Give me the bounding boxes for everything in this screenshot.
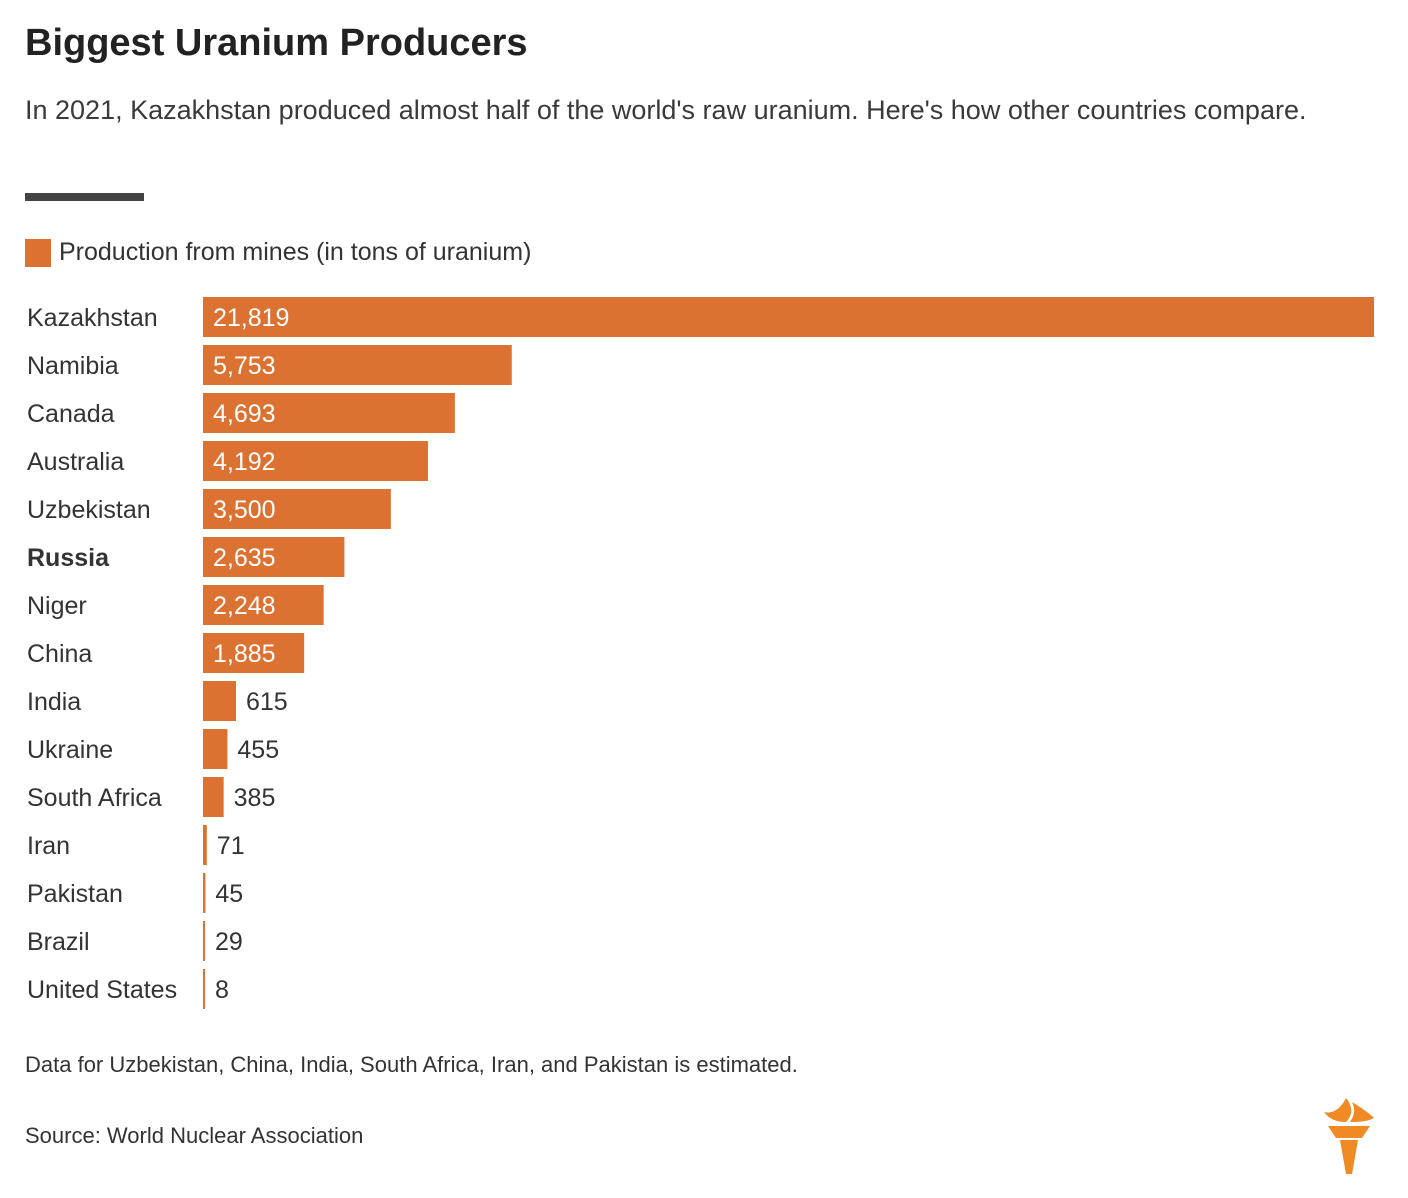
- legend-swatch: [25, 238, 51, 267]
- value-label-united-states: 8: [215, 976, 229, 1004]
- value-label-canada: 4,693: [213, 400, 276, 428]
- bar-china: [203, 633, 305, 673]
- value-label-kazakhstan: 21,819: [213, 304, 289, 332]
- category-label-namibia: Namibia: [27, 352, 119, 380]
- chart-title: Biggest Uranium Producers: [25, 22, 528, 64]
- bar-uzbekistan: [203, 489, 391, 529]
- category-label-india: India: [27, 688, 81, 716]
- bar-ukraine: [203, 729, 228, 769]
- value-label-ukraine: 455: [237, 736, 279, 764]
- bar-brazil: [203, 921, 205, 961]
- chart-source: Source: World Nuclear Association: [25, 1123, 364, 1148]
- value-label-india: 615: [246, 688, 288, 716]
- value-label-brazil: 29: [215, 928, 243, 956]
- bar-pakistan: [203, 873, 206, 913]
- value-label-russia: 2,635: [213, 544, 276, 572]
- bar-namibia: [203, 345, 512, 385]
- chart-legend: Production from mines (in tons of uraniu…: [25, 238, 531, 267]
- chart-subtitle: In 2021, Kazakhstan produced almost half…: [25, 95, 1307, 125]
- value-label-iran: 71: [217, 832, 245, 860]
- bar-canada: [203, 393, 455, 433]
- category-label-united-states: United States: [27, 976, 177, 1004]
- category-label-australia: Australia: [27, 448, 124, 476]
- title-divider: [25, 193, 144, 201]
- bar-iran: [203, 825, 207, 865]
- value-label-south-africa: 385: [234, 784, 276, 812]
- category-label-kazakhstan: Kazakhstan: [27, 304, 158, 332]
- category-label-canada: Canada: [27, 400, 115, 428]
- category-label-pakistan: Pakistan: [27, 880, 123, 908]
- bar-australia: [203, 441, 428, 481]
- value-label-uzbekistan: 3,500: [213, 496, 276, 524]
- legend-label: Production from mines (in tons of uraniu…: [59, 238, 532, 266]
- category-label-niger: Niger: [27, 592, 87, 620]
- category-label-south-africa: South Africa: [27, 784, 162, 812]
- value-label-china: 1,885: [213, 640, 276, 668]
- value-label-namibia: 5,753: [213, 352, 276, 380]
- category-label-ukraine: Ukraine: [27, 736, 113, 764]
- category-label-russia: Russia: [27, 544, 110, 572]
- category-label-uzbekistan: Uzbekistan: [27, 496, 151, 524]
- bar-russia: [203, 537, 345, 577]
- bar-niger: [203, 585, 324, 625]
- value-label-australia: 4,192: [213, 448, 276, 476]
- bar-india: [203, 681, 237, 721]
- category-label-china: China: [27, 640, 92, 668]
- bar-united-states: [203, 969, 205, 1009]
- category-label-brazil: Brazil: [27, 928, 90, 956]
- chart-note: Data for Uzbekistan, China, India, South…: [25, 1052, 798, 1077]
- value-label-niger: 2,248: [213, 592, 276, 620]
- bar-chart: Kazakhstan 21,819 Namibia 5,753 Canada 4,693 A…: [27, 297, 1374, 1009]
- bar-kazakhstan: [203, 297, 1374, 337]
- category-label-iran: Iran: [27, 832, 70, 860]
- bar-south-africa: [203, 777, 224, 817]
- torch-logo-icon: [1324, 1098, 1374, 1174]
- value-label-pakistan: 45: [215, 880, 243, 908]
